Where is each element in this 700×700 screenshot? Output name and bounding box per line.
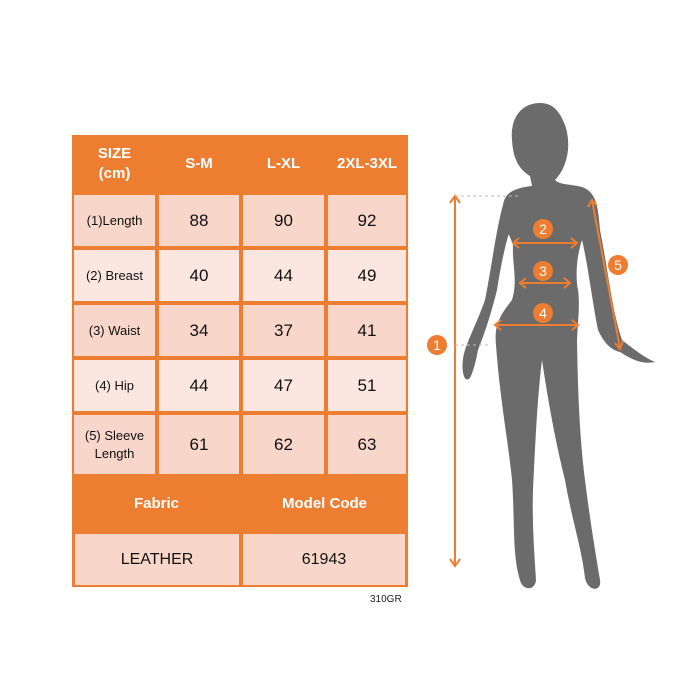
product-code: 310GR [370,594,402,605]
header-s-m: S-M [185,155,213,172]
marker-3: 3 [533,261,553,281]
row-label: (2) Breast [74,250,155,301]
row-label: (4) Hip [74,360,155,411]
size-value: 44 [243,250,324,301]
marker-2: 2 [533,219,553,239]
row-label: (1)Length [74,195,155,246]
marker-5: 5 [608,255,628,275]
size-value: 62 [243,415,324,474]
header-2xl-3xl: 2XL-3XL [336,155,397,172]
size-value: 63 [328,415,406,474]
sleeve-arrow [591,199,621,349]
size-value: 40 [159,250,239,301]
size-value: 34 [159,305,239,356]
size-value: 41 [328,305,406,356]
size-value: 47 [243,360,324,411]
model-code-value: 61943 [243,534,405,585]
size-value: 90 [243,195,324,246]
size-value: 92 [328,195,406,246]
fabric-value: LEATHER [75,534,239,585]
size-value: 49 [328,250,406,301]
size-value: 88 [159,195,239,246]
marker-1: 1 [427,335,447,355]
measurement-arrows [449,194,624,568]
woman-silhouette [462,103,655,589]
size-value: 37 [243,305,324,356]
size-value: 61 [159,415,239,474]
marker-4: 4 [533,303,553,323]
svg-text:5: 5 [614,257,622,273]
header-l-xl: L-XL [266,155,301,172]
header-model-code: Model Code [282,495,367,512]
svg-text:1: 1 [433,337,441,353]
size-value: 51 [328,360,406,411]
row-label: (3) Waist [74,305,155,356]
svg-text:4: 4 [539,305,547,321]
size-table: SIZE (cm) S-M L-XL 2XL-3XL (1)Length 88 90… [72,135,408,587]
row-label: (5) Sleeve Length [74,415,155,474]
svg-text:3: 3 [539,263,547,279]
header-fabric: Fabric [133,495,179,512]
size-value: 44 [159,360,239,411]
svg-text:2: 2 [539,221,547,237]
header-size: SIZE (cm) [97,145,132,182]
